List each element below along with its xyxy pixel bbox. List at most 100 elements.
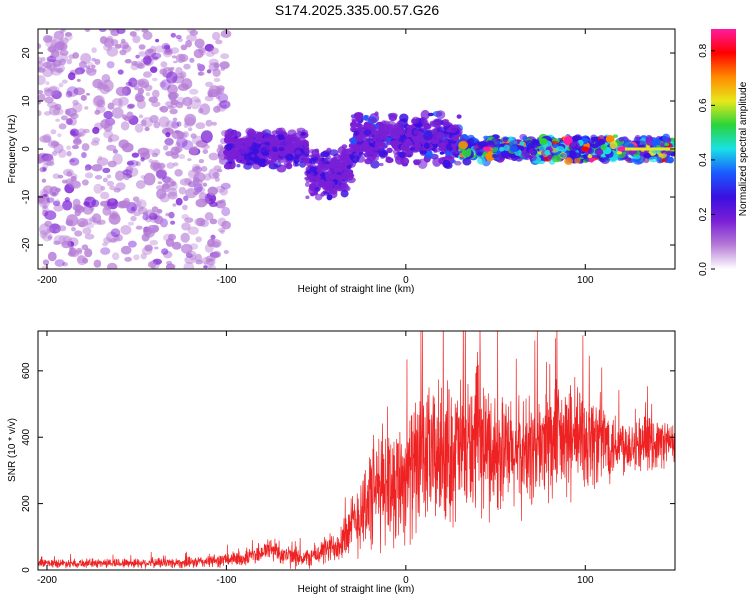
heatmap-cell (619, 137, 624, 142)
heatmap-cell (58, 82, 64, 88)
heatmap-cell (85, 172, 94, 179)
heatmap-cell (342, 174, 349, 181)
heatmap-cell (126, 111, 134, 120)
heatmap-cell (62, 200, 73, 211)
heatmap-cell (142, 211, 149, 216)
heatmap-cell (467, 138, 475, 144)
heatmap-cell (499, 146, 505, 152)
x-tick-label: -200 (37, 575, 57, 586)
heatmap-cell (643, 152, 651, 159)
heatmap-cell (149, 115, 159, 123)
heatmap-cell (93, 183, 103, 194)
heatmap-cell (140, 157, 145, 162)
heatmap-cell (198, 159, 205, 164)
heatmap-cell (294, 162, 300, 167)
heatmap-cell (150, 66, 158, 73)
heatmap-cell (38, 110, 42, 117)
heatmap-cell (100, 119, 111, 129)
heatmap-cell (269, 140, 276, 146)
heatmap-cell (109, 210, 118, 218)
heatmap-cell (544, 149, 551, 156)
colorbar-bar (711, 29, 736, 269)
heatmap-cell (127, 103, 136, 109)
heatmap-cell (134, 123, 144, 133)
heatmap-cell (539, 138, 548, 146)
heatmap-cell (194, 165, 200, 171)
heatmap-cell (137, 147, 150, 156)
heatmap-cell (163, 49, 173, 55)
heatmap-cell (423, 142, 430, 149)
heatmap-cell (56, 40, 66, 51)
heatmap-cell (99, 36, 108, 45)
heatmap-cell (210, 234, 216, 240)
heatmap-cell (74, 230, 83, 237)
heatmap-cell (62, 262, 68, 267)
heatmap-cell (379, 129, 388, 136)
heatmap-cell (199, 219, 209, 228)
heatmap-cell (81, 152, 87, 159)
heatmap-cell (72, 52, 80, 59)
heatmap-cell (176, 137, 188, 148)
heatmap-cell (213, 105, 221, 113)
heatmap-cell (140, 175, 146, 179)
heatmap-cell (102, 167, 111, 174)
heatmap-cell (84, 29, 91, 32)
heatmap-cell (285, 135, 291, 140)
heatmap-cell (353, 130, 360, 136)
heatmap-cell (399, 151, 406, 159)
heatmap-cell (93, 95, 105, 107)
heatmap-cell (120, 225, 132, 235)
heatmap-cell (82, 227, 92, 235)
heatmap-cell (358, 151, 364, 156)
heatmap-cell (323, 191, 330, 196)
heatmap-cell (140, 59, 145, 63)
heatmap-cell (399, 113, 409, 123)
heatmap-cell (522, 135, 528, 141)
heatmap-cell (200, 166, 208, 172)
snr-panel: -200 -100 0 100 0 200 400 600 Height of straig… (7, 330, 676, 595)
x-tick-label: 100 (577, 575, 594, 586)
heatmap-cell (202, 149, 209, 155)
heatmap-cell (135, 225, 143, 230)
heatmap-cell (293, 160, 298, 164)
heatmap-cell (198, 71, 203, 76)
heatmap-cell (127, 159, 139, 167)
snr-series-line (38, 331, 675, 570)
heatmap-peak (617, 146, 626, 152)
heatmap-cell (159, 81, 166, 88)
heatmap-cell (126, 161, 135, 166)
heatmap-cell (564, 157, 573, 165)
heatmap-cell (183, 262, 195, 269)
heatmap-cell (160, 79, 171, 91)
heatmap-cell (133, 254, 140, 261)
x-tick-label: 0 (403, 575, 409, 586)
heatmap-cell (319, 173, 326, 178)
heatmap-cell (116, 29, 126, 34)
heatmap-cell (185, 40, 193, 48)
heatmap-cell (220, 182, 231, 190)
heatmap-cell (157, 181, 163, 185)
heatmap-cell (134, 93, 144, 102)
heatmap-cell (221, 206, 231, 217)
heatmap-cell (165, 131, 171, 138)
heatmap-cell (118, 200, 131, 209)
heatmap-cell (651, 139, 660, 147)
heatmap-cell (43, 35, 53, 43)
spectrogram-heatmap (38, 29, 675, 269)
heatmap-cell (52, 173, 60, 179)
heatmap-cell (309, 154, 315, 158)
heatmap-cell (592, 155, 597, 159)
heatmap-cell (169, 108, 178, 115)
heatmap-cell (174, 169, 183, 177)
heatmap-cell (163, 44, 171, 50)
heatmap-cell (343, 168, 350, 175)
heatmap-cell (411, 118, 417, 125)
heatmap-cell (170, 102, 178, 109)
heatmap-cell (582, 154, 588, 159)
heatmap-cell (64, 197, 71, 203)
heatmap-cell (107, 160, 117, 168)
heatmap-cell (100, 200, 110, 207)
heatmap-cell (38, 43, 42, 49)
heatmap-cell (107, 262, 118, 269)
